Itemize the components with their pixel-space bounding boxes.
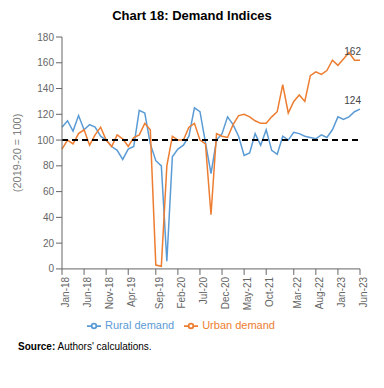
svg-text:Nov-18: Nov-18 xyxy=(104,276,115,309)
svg-text:100: 100 xyxy=(37,135,54,146)
svg-text:Jan-23: Jan-23 xyxy=(336,276,347,307)
svg-text:Jul-20: Jul-20 xyxy=(198,276,209,304)
svg-text:60: 60 xyxy=(43,186,55,197)
svg-text:180: 180 xyxy=(37,32,54,43)
svg-text:Jan-18: Jan-18 xyxy=(60,276,71,307)
svg-text:May-21: May-21 xyxy=(242,276,253,310)
svg-text:Oct-21: Oct-21 xyxy=(264,276,275,306)
svg-text:Apr-19: Apr-19 xyxy=(126,276,137,306)
svg-text:40: 40 xyxy=(43,212,55,223)
svg-text:140: 140 xyxy=(37,83,54,94)
svg-text:Sep-19: Sep-19 xyxy=(154,276,165,309)
svg-text:160: 160 xyxy=(37,57,54,68)
svg-text:20: 20 xyxy=(43,238,55,249)
svg-text:80: 80 xyxy=(43,160,55,171)
svg-text:Mar-22: Mar-22 xyxy=(292,276,303,308)
html-text:Urban demand: Urban demand xyxy=(202,318,275,331)
html-text:Source: Authors' calculations.: Source: Authors' calculations. xyxy=(18,341,152,352)
svg-text:Jun-23: Jun-23 xyxy=(358,276,369,307)
svg-text:Feb-20: Feb-20 xyxy=(176,276,187,308)
svg-text:124: 124 xyxy=(344,95,361,106)
svg-text:162: 162 xyxy=(344,46,361,57)
svg-text:Dec-20: Dec-20 xyxy=(220,276,231,309)
svg-text:Aug-22: Aug-22 xyxy=(314,276,325,309)
svg-text:0: 0 xyxy=(48,263,54,274)
svg-text:Jun-18: Jun-18 xyxy=(82,276,93,307)
svg-text:(2019-20 = 100): (2019-20 = 100) xyxy=(11,114,23,193)
html-text:Chart 18: Demand Indices: Chart 18: Demand Indices xyxy=(112,8,272,23)
svg-text:120: 120 xyxy=(37,109,54,120)
html-text:Rural demand: Rural demand xyxy=(105,318,175,331)
